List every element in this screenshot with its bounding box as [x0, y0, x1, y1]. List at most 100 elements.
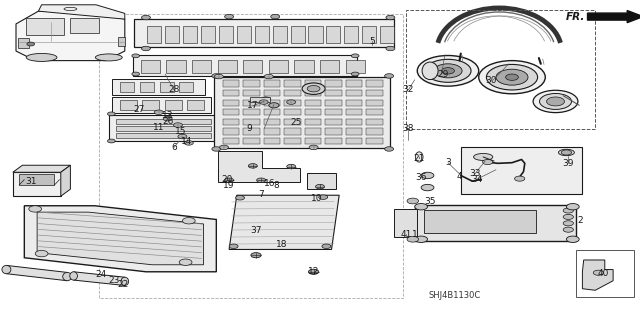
- Text: 15: 15: [175, 127, 186, 136]
- Polygon shape: [38, 5, 125, 19]
- Circle shape: [35, 250, 48, 257]
- Bar: [264, 100, 280, 106]
- Bar: [305, 138, 321, 144]
- Text: 33: 33: [469, 169, 481, 178]
- Ellipse shape: [95, 54, 122, 61]
- Bar: [576, 250, 634, 297]
- Bar: [243, 80, 260, 87]
- Text: 5: 5: [370, 37, 375, 46]
- Ellipse shape: [2, 265, 11, 274]
- Bar: [346, 119, 362, 125]
- Bar: [201, 26, 215, 43]
- Bar: [366, 100, 383, 106]
- Bar: [116, 133, 211, 138]
- Bar: [223, 100, 239, 106]
- Text: 24: 24: [95, 271, 107, 279]
- Text: 7: 7: [259, 190, 264, 199]
- Bar: [284, 138, 301, 144]
- Text: 10: 10: [311, 194, 323, 203]
- Bar: [346, 80, 362, 87]
- Circle shape: [287, 164, 296, 169]
- Bar: [19, 174, 54, 185]
- Bar: [284, 90, 301, 96]
- Circle shape: [486, 64, 538, 90]
- Circle shape: [322, 244, 331, 249]
- Polygon shape: [229, 195, 339, 249]
- Circle shape: [421, 172, 434, 179]
- Circle shape: [141, 15, 150, 20]
- Bar: [264, 80, 280, 87]
- Circle shape: [163, 116, 172, 121]
- Circle shape: [309, 145, 318, 150]
- Polygon shape: [109, 115, 221, 141]
- Circle shape: [563, 227, 573, 232]
- Circle shape: [212, 74, 221, 78]
- Polygon shape: [16, 11, 125, 61]
- Bar: [120, 100, 137, 110]
- Circle shape: [407, 236, 419, 242]
- Circle shape: [108, 112, 115, 116]
- Circle shape: [407, 198, 419, 204]
- Bar: [237, 26, 251, 43]
- Ellipse shape: [70, 272, 77, 280]
- Circle shape: [386, 46, 395, 51]
- Circle shape: [215, 112, 223, 116]
- Text: SHJ4B1130C: SHJ4B1130C: [428, 291, 481, 300]
- Circle shape: [415, 236, 428, 242]
- Bar: [142, 100, 159, 110]
- Bar: [264, 90, 280, 96]
- Bar: [346, 90, 362, 96]
- Bar: [187, 100, 204, 110]
- Bar: [346, 138, 362, 144]
- Polygon shape: [415, 205, 576, 241]
- Text: 23: 23: [108, 276, 120, 285]
- Bar: [192, 60, 211, 73]
- Circle shape: [533, 90, 578, 113]
- Text: 20: 20: [221, 175, 233, 184]
- Text: 29: 29: [437, 70, 449, 78]
- Text: 22: 22: [117, 280, 129, 289]
- Bar: [179, 82, 193, 92]
- Circle shape: [442, 68, 454, 74]
- Bar: [264, 128, 280, 135]
- Circle shape: [29, 206, 42, 212]
- Circle shape: [540, 93, 572, 109]
- Bar: [165, 26, 179, 43]
- Bar: [243, 128, 260, 135]
- Bar: [18, 38, 29, 48]
- Bar: [116, 126, 211, 131]
- Text: 36: 36: [415, 173, 427, 182]
- Text: 30: 30: [486, 76, 497, 85]
- Bar: [223, 128, 239, 135]
- Polygon shape: [218, 151, 300, 182]
- Bar: [308, 26, 323, 43]
- Bar: [243, 100, 260, 106]
- Circle shape: [593, 270, 604, 275]
- Text: 1: 1: [412, 230, 417, 239]
- Bar: [284, 119, 301, 125]
- Circle shape: [561, 150, 572, 155]
- Bar: [120, 82, 134, 92]
- Text: 19: 19: [223, 181, 235, 190]
- Text: 39: 39: [563, 159, 574, 168]
- Bar: [366, 90, 383, 96]
- Text: 4: 4: [457, 172, 462, 181]
- Text: 35: 35: [424, 197, 436, 206]
- Polygon shape: [461, 147, 582, 194]
- Text: 40: 40: [597, 269, 609, 278]
- Circle shape: [496, 69, 528, 85]
- Circle shape: [214, 74, 223, 79]
- Circle shape: [479, 61, 545, 94]
- Text: 13: 13: [162, 111, 173, 120]
- Bar: [166, 60, 186, 73]
- Text: FR.: FR.: [566, 11, 586, 22]
- Polygon shape: [37, 212, 204, 265]
- Circle shape: [27, 42, 35, 46]
- Polygon shape: [112, 79, 205, 95]
- Bar: [26, 18, 64, 35]
- Bar: [284, 128, 301, 135]
- Circle shape: [308, 269, 319, 274]
- Text: 16: 16: [264, 179, 276, 188]
- Text: 14: 14: [181, 137, 193, 146]
- Ellipse shape: [474, 153, 493, 160]
